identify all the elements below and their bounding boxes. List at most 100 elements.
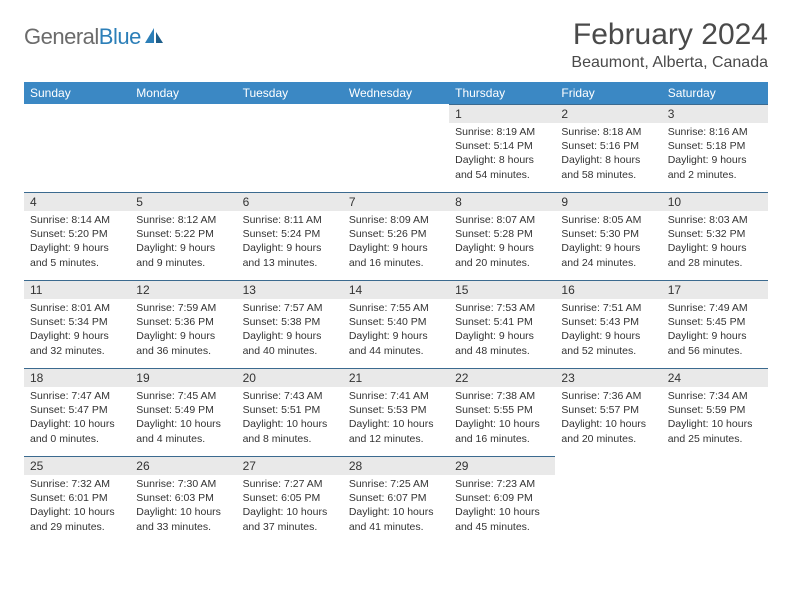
day-header-cell: Wednesday	[343, 82, 449, 104]
calendar-day-cell: 12Sunrise: 7:59 AMSunset: 5:36 PMDayligh…	[130, 280, 236, 368]
calendar-week-row: 4Sunrise: 8:14 AMSunset: 5:20 PMDaylight…	[24, 192, 768, 280]
calendar-day-cell: 1Sunrise: 8:19 AMSunset: 5:14 PMDaylight…	[449, 104, 555, 192]
title-block: February 2024 Beaumont, Alberta, Canada	[571, 18, 768, 72]
page-header: GeneralBlue February 2024 Beaumont, Albe…	[24, 18, 768, 72]
day-details: Sunrise: 7:23 AMSunset: 6:09 PMDaylight:…	[449, 475, 555, 538]
day-number: 24	[662, 368, 768, 387]
day-details: Sunrise: 8:09 AMSunset: 5:26 PMDaylight:…	[343, 211, 449, 274]
day-number: 10	[662, 192, 768, 211]
calendar-day-cell: 19Sunrise: 7:45 AMSunset: 5:49 PMDayligh…	[130, 368, 236, 456]
day-details: Sunrise: 7:34 AMSunset: 5:59 PMDaylight:…	[662, 387, 768, 450]
calendar-day-cell: 22Sunrise: 7:38 AMSunset: 5:55 PMDayligh…	[449, 368, 555, 456]
month-title: February 2024	[571, 18, 768, 52]
calendar-week-row: 11Sunrise: 8:01 AMSunset: 5:34 PMDayligh…	[24, 280, 768, 368]
calendar-day-cell: .	[555, 456, 661, 544]
day-number: 1	[449, 104, 555, 123]
day-number: 15	[449, 280, 555, 299]
day-header-cell: Friday	[555, 82, 661, 104]
day-details: Sunrise: 7:59 AMSunset: 5:36 PMDaylight:…	[130, 299, 236, 362]
day-details: Sunrise: 8:12 AMSunset: 5:22 PMDaylight:…	[130, 211, 236, 274]
day-details: Sunrise: 7:43 AMSunset: 5:51 PMDaylight:…	[237, 387, 343, 450]
day-header-cell: Tuesday	[237, 82, 343, 104]
day-details: Sunrise: 7:51 AMSunset: 5:43 PMDaylight:…	[555, 299, 661, 362]
logo-text-gray: General	[24, 24, 99, 50]
day-number: 3	[662, 104, 768, 123]
calendar-day-cell: 29Sunrise: 7:23 AMSunset: 6:09 PMDayligh…	[449, 456, 555, 544]
day-details: Sunrise: 7:49 AMSunset: 5:45 PMDaylight:…	[662, 299, 768, 362]
calendar-body: . . . . 1Sunrise: 8:19 AMSunset: 5:14 PM…	[24, 104, 768, 544]
day-number: 5	[130, 192, 236, 211]
day-number: 28	[343, 456, 449, 475]
day-number: 22	[449, 368, 555, 387]
day-number: 2	[555, 104, 661, 123]
calendar-day-cell: 21Sunrise: 7:41 AMSunset: 5:53 PMDayligh…	[343, 368, 449, 456]
day-number: 17	[662, 280, 768, 299]
day-details: Sunrise: 7:55 AMSunset: 5:40 PMDaylight:…	[343, 299, 449, 362]
calendar-day-cell: .	[24, 104, 130, 192]
day-number: 16	[555, 280, 661, 299]
day-details: Sunrise: 7:41 AMSunset: 5:53 PMDaylight:…	[343, 387, 449, 450]
calendar-day-cell: .	[662, 456, 768, 544]
calendar-day-cell: 5Sunrise: 8:12 AMSunset: 5:22 PMDaylight…	[130, 192, 236, 280]
calendar-day-cell: 3Sunrise: 8:16 AMSunset: 5:18 PMDaylight…	[662, 104, 768, 192]
day-details: Sunrise: 8:05 AMSunset: 5:30 PMDaylight:…	[555, 211, 661, 274]
day-number: 27	[237, 456, 343, 475]
day-details: Sunrise: 7:38 AMSunset: 5:55 PMDaylight:…	[449, 387, 555, 450]
calendar-day-cell: .	[237, 104, 343, 192]
day-number: 11	[24, 280, 130, 299]
calendar-day-cell: 18Sunrise: 7:47 AMSunset: 5:47 PMDayligh…	[24, 368, 130, 456]
calendar-day-cell: 6Sunrise: 8:11 AMSunset: 5:24 PMDaylight…	[237, 192, 343, 280]
calendar-day-cell: 17Sunrise: 7:49 AMSunset: 5:45 PMDayligh…	[662, 280, 768, 368]
calendar-week-row: . . . . 1Sunrise: 8:19 AMSunset: 5:14 PM…	[24, 104, 768, 192]
calendar-day-cell: 11Sunrise: 8:01 AMSunset: 5:34 PMDayligh…	[24, 280, 130, 368]
calendar-day-cell: 25Sunrise: 7:32 AMSunset: 6:01 PMDayligh…	[24, 456, 130, 544]
day-details: Sunrise: 7:53 AMSunset: 5:41 PMDaylight:…	[449, 299, 555, 362]
day-header-cell: Thursday	[449, 82, 555, 104]
calendar-week-row: 25Sunrise: 7:32 AMSunset: 6:01 PMDayligh…	[24, 456, 768, 544]
calendar-day-cell: 15Sunrise: 7:53 AMSunset: 5:41 PMDayligh…	[449, 280, 555, 368]
day-details: Sunrise: 8:03 AMSunset: 5:32 PMDaylight:…	[662, 211, 768, 274]
day-number: 20	[237, 368, 343, 387]
day-details: Sunrise: 8:01 AMSunset: 5:34 PMDaylight:…	[24, 299, 130, 362]
day-details: Sunrise: 7:36 AMSunset: 5:57 PMDaylight:…	[555, 387, 661, 450]
day-details: Sunrise: 7:57 AMSunset: 5:38 PMDaylight:…	[237, 299, 343, 362]
day-number: 23	[555, 368, 661, 387]
calendar-day-cell: 26Sunrise: 7:30 AMSunset: 6:03 PMDayligh…	[130, 456, 236, 544]
calendar-day-cell: 13Sunrise: 7:57 AMSunset: 5:38 PMDayligh…	[237, 280, 343, 368]
calendar-day-cell: 28Sunrise: 7:25 AMSunset: 6:07 PMDayligh…	[343, 456, 449, 544]
calendar-day-cell: .	[343, 104, 449, 192]
day-number: 9	[555, 192, 661, 211]
day-number: 6	[237, 192, 343, 211]
day-header-cell: Monday	[130, 82, 236, 104]
day-header-cell: Sunday	[24, 82, 130, 104]
day-details: Sunrise: 7:30 AMSunset: 6:03 PMDaylight:…	[130, 475, 236, 538]
day-header-cell: Saturday	[662, 82, 768, 104]
calendar-day-cell: 9Sunrise: 8:05 AMSunset: 5:30 PMDaylight…	[555, 192, 661, 280]
day-number: 21	[343, 368, 449, 387]
day-number: 8	[449, 192, 555, 211]
calendar-day-cell: 4Sunrise: 8:14 AMSunset: 5:20 PMDaylight…	[24, 192, 130, 280]
sail-icon	[143, 27, 165, 50]
day-header-row: SundayMondayTuesdayWednesdayThursdayFrid…	[24, 82, 768, 104]
day-details: Sunrise: 8:19 AMSunset: 5:14 PMDaylight:…	[449, 123, 555, 186]
calendar-table: SundayMondayTuesdayWednesdayThursdayFrid…	[24, 82, 768, 544]
calendar-day-cell: 10Sunrise: 8:03 AMSunset: 5:32 PMDayligh…	[662, 192, 768, 280]
calendar-day-cell: 8Sunrise: 8:07 AMSunset: 5:28 PMDaylight…	[449, 192, 555, 280]
day-details: Sunrise: 8:14 AMSunset: 5:20 PMDaylight:…	[24, 211, 130, 274]
day-details: Sunrise: 8:18 AMSunset: 5:16 PMDaylight:…	[555, 123, 661, 186]
day-number: 19	[130, 368, 236, 387]
calendar-day-cell: 27Sunrise: 7:27 AMSunset: 6:05 PMDayligh…	[237, 456, 343, 544]
day-number: 18	[24, 368, 130, 387]
location-label: Beaumont, Alberta, Canada	[571, 54, 768, 72]
logo-text-blue: Blue	[99, 24, 141, 50]
day-details: Sunrise: 7:32 AMSunset: 6:01 PMDaylight:…	[24, 475, 130, 538]
calendar-day-cell: 7Sunrise: 8:09 AMSunset: 5:26 PMDaylight…	[343, 192, 449, 280]
day-number: 12	[130, 280, 236, 299]
calendar-week-row: 18Sunrise: 7:47 AMSunset: 5:47 PMDayligh…	[24, 368, 768, 456]
calendar-day-cell: .	[130, 104, 236, 192]
calendar-day-cell: 14Sunrise: 7:55 AMSunset: 5:40 PMDayligh…	[343, 280, 449, 368]
calendar-day-cell: 24Sunrise: 7:34 AMSunset: 5:59 PMDayligh…	[662, 368, 768, 456]
day-number: 29	[449, 456, 555, 475]
calendar-day-cell: 20Sunrise: 7:43 AMSunset: 5:51 PMDayligh…	[237, 368, 343, 456]
calendar-day-cell: 16Sunrise: 7:51 AMSunset: 5:43 PMDayligh…	[555, 280, 661, 368]
